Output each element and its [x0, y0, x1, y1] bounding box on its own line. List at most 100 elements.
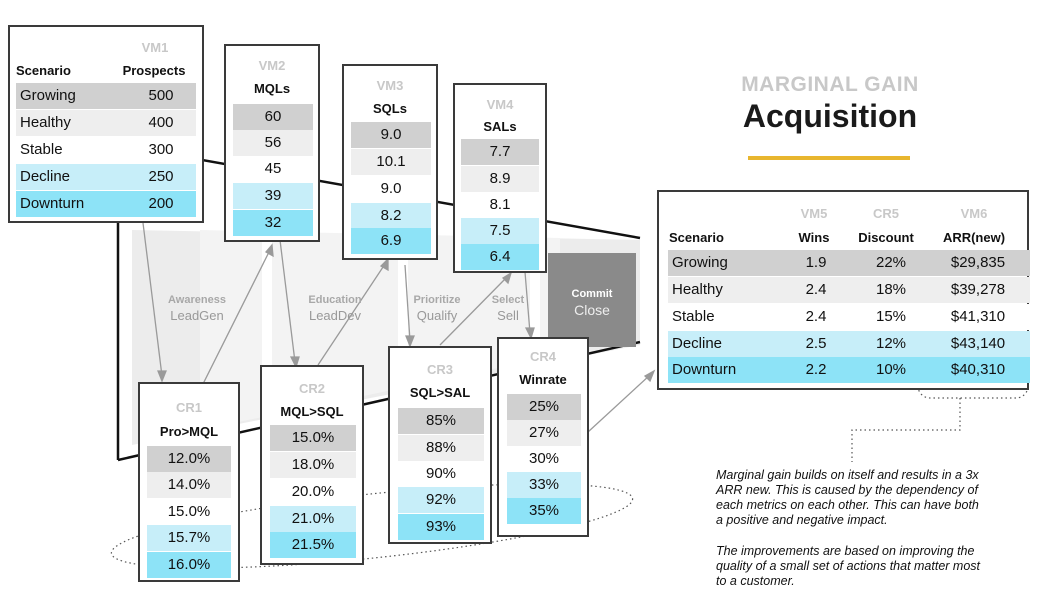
value-cell: 6.4: [461, 244, 539, 270]
value-cell: 15.0%: [147, 499, 231, 525]
value-cell: 9.0: [351, 122, 431, 148]
wins-value: 2.5: [805, 335, 827, 352]
stage-prioritize: Prioritize Qualify: [395, 292, 479, 324]
vm3-card: VM3 SQLs 9.0 10.1 9.0 8.2 6.9: [342, 64, 438, 260]
stage-select: Select Sell: [466, 292, 550, 324]
value-cell: 88%: [398, 435, 484, 461]
prospects-value: 300: [148, 141, 174, 158]
table-row: Stable 300: [16, 137, 196, 163]
page-title: Acquisition: [742, 98, 918, 134]
stage-bottom: Qualify: [416, 308, 458, 323]
stage-bottom: Close: [574, 302, 610, 318]
value-cell: 33%: [507, 472, 581, 498]
metric-header: SALs: [483, 119, 517, 134]
table-row: Healthy 400: [16, 110, 196, 136]
cr1-card: CR1 Pro>MQL 12.0% 14.0% 15.0% 15.7% 16.0…: [138, 382, 240, 582]
value-cell: 90%: [398, 461, 484, 487]
stage-top: Awareness: [168, 294, 226, 306]
vm-label: VM2: [258, 58, 286, 73]
cr4-card: CR4 Winrate 25% 27% 30% 33% 35%: [497, 337, 589, 537]
metric-header: Pro>MQL: [159, 424, 219, 439]
vm-label: VM6: [960, 206, 988, 221]
commit-stage-box: [548, 253, 636, 347]
scenario-name: Downturn: [672, 361, 737, 378]
vm-label: CR1: [175, 400, 202, 415]
value-cell: 7.5: [461, 218, 539, 244]
arr-value: $41,310: [950, 308, 1006, 325]
col-header-scenario: Scenario: [16, 63, 71, 78]
value-cell: 6.9: [351, 228, 431, 254]
title-kicker: MARGINAL GAIN: [741, 73, 919, 96]
wins-value: 2.4: [805, 308, 827, 325]
value-cell: 25%: [507, 394, 581, 420]
vm4-card: VM4 SALs 7.7 8.9 8.1 7.5 6.4: [453, 83, 547, 273]
scenario-name: Healthy: [672, 281, 723, 298]
vm-label: VM3: [376, 78, 404, 93]
value-cell: 12.0%: [147, 446, 231, 472]
table-row: Healthy 2.4 18% $39,278: [668, 277, 1030, 303]
scenario-name: Stable: [20, 141, 63, 158]
metric-header: SQL>SAL: [409, 385, 471, 400]
discount-value: 15%: [875, 308, 907, 325]
stage-education: Education LeadDev: [293, 292, 377, 324]
prospects-value: 400: [148, 114, 174, 131]
scenario-name: Growing: [20, 87, 76, 104]
value-cell: 45: [233, 156, 313, 182]
prospects-value: 200: [148, 195, 174, 212]
value-cell: 32: [233, 210, 313, 236]
scenario-name: Decline: [20, 168, 71, 185]
metric-header: MQL>SQL: [280, 404, 344, 419]
cr2-card: CR2 MQL>SQL 15.0% 18.0% 20.0% 21.0% 21.5…: [260, 365, 364, 565]
scenario-name: Growing: [672, 254, 728, 271]
col-header-discount: Discount: [858, 230, 914, 245]
stage-bottom: LeadDev: [308, 308, 362, 323]
value-cell: 15.7%: [147, 525, 231, 551]
value-cell: 8.2: [351, 203, 431, 229]
stage-awareness: Awareness LeadGen: [155, 292, 239, 324]
wins-value: 1.9: [805, 254, 827, 271]
table-row: Growing 1.9 22% $29,835: [668, 250, 1030, 276]
value-cell: 9.0: [351, 176, 431, 202]
scenario-name: Healthy: [20, 114, 71, 131]
metric-header: MQLs: [253, 81, 291, 96]
vm-label: VM1: [141, 40, 169, 55]
value-cell: 20.0%: [270, 479, 356, 505]
vm2-card: VM2 MQLs 60 56 45 39 32: [224, 44, 320, 242]
value-cell: 21.0%: [270, 506, 356, 532]
cr3-card: CR3 SQL>SAL 85% 88% 90% 92% 93%: [388, 346, 492, 544]
note-paragraph-2: The improvements are based on improving …: [716, 544, 981, 588]
value-cell: 60: [233, 104, 313, 130]
value-cell: 85%: [398, 408, 484, 434]
value-cell: 21.5%: [270, 532, 356, 558]
stage-top: Prioritize: [413, 294, 461, 306]
vm-label: CR4: [529, 349, 556, 364]
vm-label: CR2: [298, 381, 325, 396]
note-paragraph-1: Marginal gain builds on itself and resul…: [716, 468, 979, 527]
col-header-wins: Wins: [798, 230, 830, 245]
discount-value: 12%: [875, 335, 907, 352]
stage-top: Education: [308, 294, 362, 306]
value-cell: 8.9: [461, 166, 539, 192]
value-cell: 27%: [507, 420, 581, 446]
arr-value: $29,835: [950, 254, 1006, 271]
title-underline: [748, 156, 910, 160]
col-header-scenario: Scenario: [669, 230, 724, 245]
table-row: Growing 500: [16, 83, 196, 109]
value-cell: 30%: [507, 446, 581, 472]
value-cell: 56: [233, 130, 313, 156]
table-row: Downturn 2.2 10% $40,310: [668, 357, 1030, 383]
wins-value: 2.4: [805, 281, 827, 298]
value-cell: 15.0%: [270, 425, 356, 451]
stage-commit: Commit Close: [548, 286, 636, 319]
table-row: Decline 250: [16, 164, 196, 190]
arr-value: $43,140: [950, 335, 1006, 352]
arr-value: $40,310: [950, 361, 1006, 378]
stage-bottom: LeadGen: [170, 308, 224, 323]
scenario-name: Downturn: [20, 195, 85, 212]
value-cell: 8.1: [461, 192, 539, 218]
stage-bottom: Sell: [497, 308, 519, 323]
metric-header: SQLs: [373, 101, 407, 116]
vm-label: VM5: [800, 206, 828, 221]
flow-arrows: [142, 222, 656, 433]
value-cell: 18.0%: [270, 452, 356, 478]
